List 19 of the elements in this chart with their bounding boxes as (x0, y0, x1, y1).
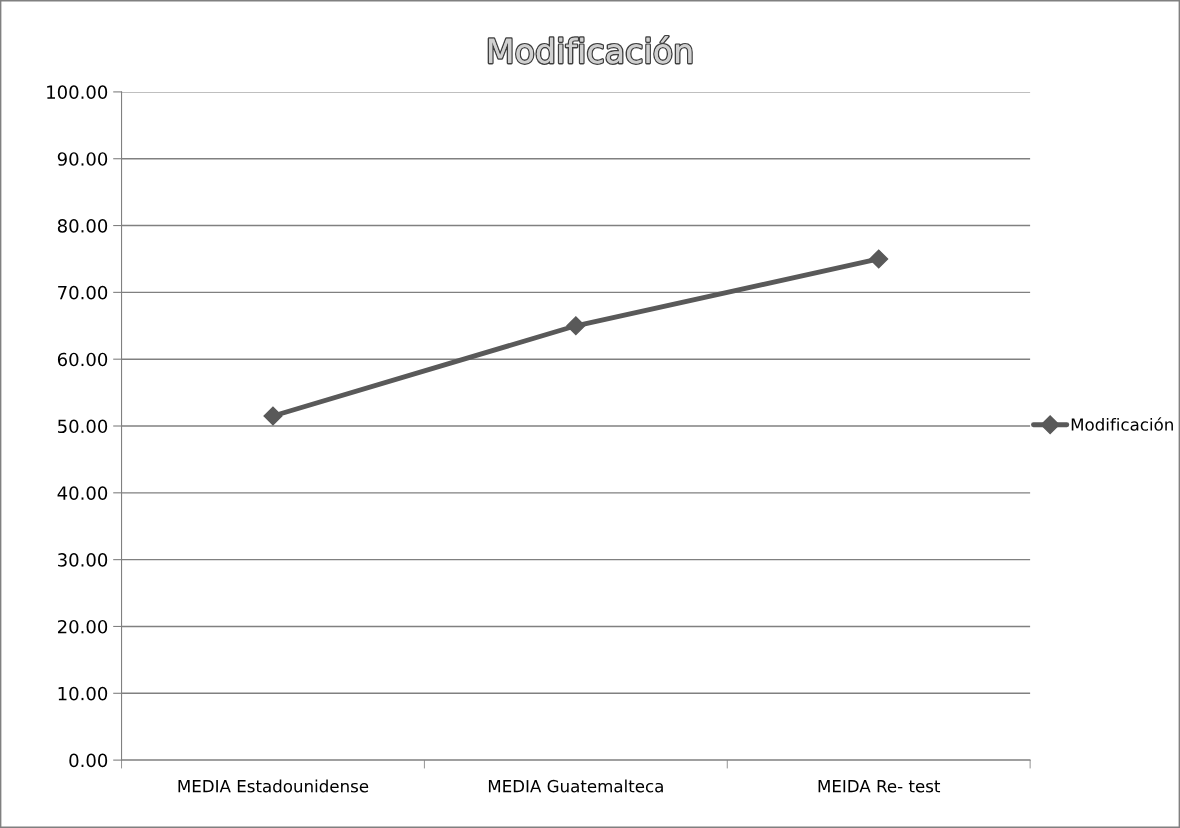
y-tick-label: 100.00 (47, 85, 108, 100)
point (566, 316, 586, 336)
y-tick-label: 40.00 (57, 486, 108, 500)
chart-title: Modificación (489, 36, 692, 64)
y-tick-label: 20.00 (57, 619, 108, 634)
x-tick-label: MEIDA Re- test (818, 780, 941, 793)
y-tick-label: 30.00 (58, 553, 108, 567)
y-tick-label: 90.00 (57, 152, 108, 166)
y-tick-label: 70.00 (58, 285, 108, 300)
x-tick-label: MEDIA Guatemalteca (488, 779, 663, 793)
point (263, 406, 283, 426)
y-tick-label: 0.00 (69, 753, 108, 768)
y-tick-label: 80.00 (57, 219, 108, 233)
x-tick-label: MEDIA Estadounidense (178, 779, 369, 793)
y-tick-label: 60.00 (57, 352, 108, 367)
point (869, 249, 889, 269)
y-tick-label: 50.00 (58, 419, 108, 434)
y-tick-label: 10.00 (58, 686, 108, 701)
legend-label: Modificación (1071, 417, 1173, 431)
